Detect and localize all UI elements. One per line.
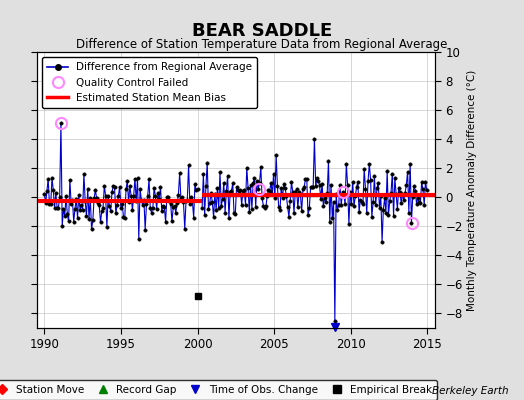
Y-axis label: Monthly Temperature Anomaly Difference (°C): Monthly Temperature Anomaly Difference (… [467,69,477,311]
Text: BEAR SADDLE: BEAR SADDLE [192,22,332,40]
Legend: Station Move, Record Gap, Time of Obs. Change, Empirical Break: Station Move, Record Gap, Time of Obs. C… [0,380,438,400]
Text: Berkeley Earth: Berkeley Earth [432,386,508,396]
Text: Difference of Station Temperature Data from Regional Average: Difference of Station Temperature Data f… [77,38,447,51]
